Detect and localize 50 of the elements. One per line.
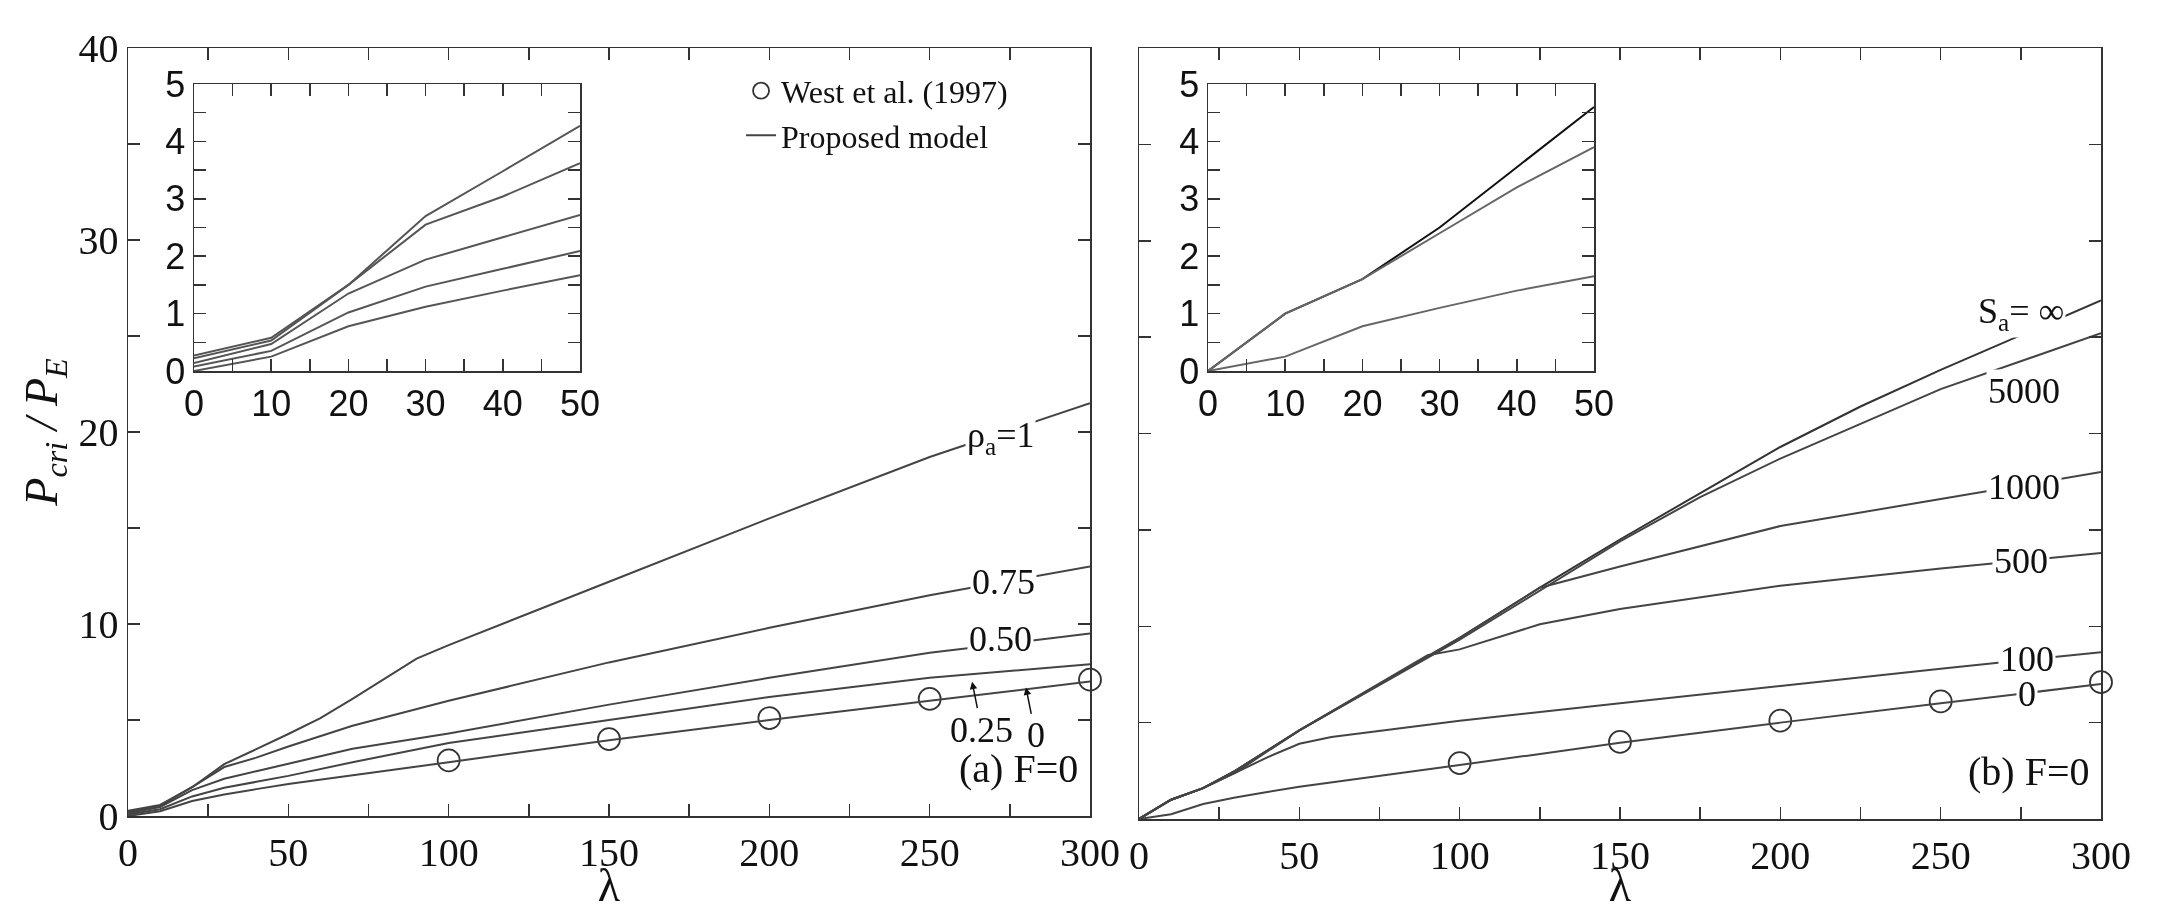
y-tick-label: 5 bbox=[1179, 63, 1200, 105]
y-tick-label: 10 bbox=[78, 602, 119, 647]
x-tick-label: 50 bbox=[268, 829, 309, 875]
x-tick-label: 0 bbox=[1129, 832, 1149, 878]
annotation: 500 bbox=[1994, 541, 2048, 581]
x-tick-label: 10 bbox=[1265, 382, 1306, 424]
y-tick-label: 30 bbox=[78, 218, 119, 263]
x-tick-label: 30 bbox=[405, 382, 446, 424]
annotation: 100 bbox=[2000, 639, 2054, 679]
y-tick-label: 1 bbox=[1179, 293, 1200, 335]
y-tick-label: 2 bbox=[1179, 235, 1200, 277]
y-tick-label: 2 bbox=[165, 235, 186, 277]
y-tick-label: 4 bbox=[1179, 121, 1200, 162]
x-tick-label: 200 bbox=[739, 829, 800, 875]
y-tick-label: 0 bbox=[98, 794, 119, 839]
x-tick-label: 20 bbox=[1342, 382, 1383, 424]
y-tick-label: 5 bbox=[165, 63, 186, 105]
annotation: (b) F=0 bbox=[1968, 749, 2090, 794]
y-tick-label: 4 bbox=[165, 121, 186, 162]
x-tick-label: 100 bbox=[1429, 832, 1490, 878]
x-tick-label: 250 bbox=[899, 829, 960, 875]
x-tick-label: 250 bbox=[1910, 832, 1971, 878]
annotation: 0.50 bbox=[969, 619, 1032, 659]
annotation: 0.75 bbox=[972, 562, 1035, 602]
y-tick-label: 3 bbox=[1179, 178, 1200, 220]
x-tick-label: 300 bbox=[1060, 829, 1120, 875]
x-tick-label: 50 bbox=[1573, 382, 1615, 424]
y-tick-label: 3 bbox=[165, 178, 186, 220]
y-tick-label: 1 bbox=[165, 293, 186, 335]
annotation: 0 bbox=[2018, 674, 2036, 714]
x-tick-label: 40 bbox=[482, 382, 523, 424]
x-tick-label: 10 bbox=[251, 382, 292, 424]
x-tick-label: 40 bbox=[1496, 382, 1537, 424]
y-tick-label: 0 bbox=[165, 350, 186, 392]
x-tick-label: 30 bbox=[1419, 382, 1460, 424]
y-tick-label: 0 bbox=[1179, 350, 1200, 392]
y-tick-label: 20 bbox=[78, 410, 119, 455]
y-tick-label: 40 bbox=[78, 26, 119, 71]
x-tick-label: 20 bbox=[328, 382, 369, 424]
annotation: S$_{a}$= ∞ bbox=[1978, 291, 2065, 336]
annotation: 5000 bbox=[1988, 371, 2060, 411]
x-tick-label: 100 bbox=[418, 829, 479, 875]
x-tick-label: 50 bbox=[1279, 832, 1320, 878]
legend-label: West et al. (1997) bbox=[781, 74, 1008, 111]
annotation: 1000 bbox=[1988, 467, 2060, 507]
x-tick-label: 50 bbox=[559, 382, 601, 424]
legend-label: Proposed model bbox=[781, 118, 989, 155]
annotation: ρ$_{a}$=1 bbox=[967, 415, 1035, 460]
x-tick-label: 300 bbox=[2071, 832, 2131, 878]
x-tick-label: 200 bbox=[1750, 832, 1811, 878]
